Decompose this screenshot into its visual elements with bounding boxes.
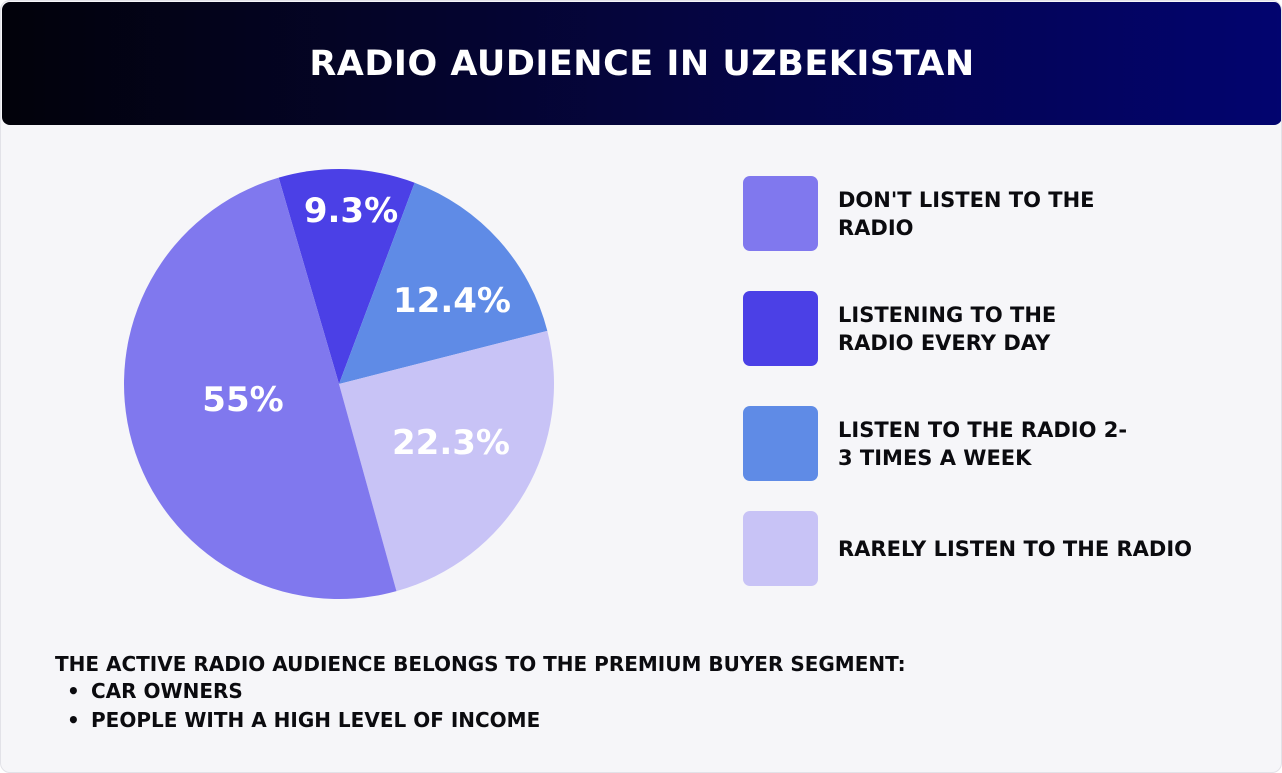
- slice-label-rarely: 22.3%: [392, 423, 510, 463]
- note-item-high-income: PEOPLE WITH A HIGH LEVEL OF INCOME: [67, 706, 906, 735]
- legend-swatch: [743, 176, 818, 251]
- legend-item-weekly: LISTEN TO THE RADIO 2-3 TIMES A WEEK: [743, 406, 1223, 481]
- slice-label-daily: 9.3%: [303, 191, 399, 231]
- legend-label: LISTEN TO THE RADIO 2-3 TIMES A WEEK: [838, 417, 1128, 470]
- legend-label: DON'T LISTEN TO THE RADIO: [838, 187, 1095, 240]
- note-list: CAR OWNERS PEOPLE WITH A HIGH LEVEL OF I…: [55, 677, 906, 735]
- header-banner: RADIO AUDIENCE IN UZBEKISTAN: [2, 2, 1281, 125]
- pie-chart-svg: [124, 169, 554, 599]
- legend-item-daily: LISTENING TO THE RADIO EVERY DAY: [743, 291, 1223, 366]
- slice-label-never: 55%: [202, 380, 284, 420]
- legend-item-never: DON'T LISTEN TO THE RADIO: [743, 176, 1223, 251]
- note-item-car-owners: CAR OWNERS: [67, 677, 906, 706]
- legend-swatch: [743, 511, 818, 586]
- slice-weekly: [339, 182, 548, 384]
- legend-label: RARELY LISTEN TO THE RADIO: [838, 536, 1193, 561]
- legend-label: LISTENING TO THE RADIO EVERY DAY: [838, 302, 1057, 355]
- page-title: RADIO AUDIENCE IN UZBEKISTAN: [309, 43, 975, 84]
- legend-swatch: [743, 406, 818, 481]
- slice-label-weekly: 12.4%: [393, 281, 511, 321]
- pie-chart: 9.3% 12.4% 22.3% 55%: [111, 156, 571, 616]
- legend-swatch: [743, 291, 818, 366]
- slice-daily: [278, 169, 415, 384]
- slice-never: [124, 177, 397, 599]
- audience-note: THE ACTIVE RADIO AUDIENCE BELONGS TO THE…: [55, 651, 906, 735]
- note-title: THE ACTIVE RADIO AUDIENCE BELONGS TO THE…: [55, 652, 906, 676]
- slice-rarely: [339, 330, 554, 592]
- legend-item-rarely: RARELY LISTEN TO THE RADIO: [743, 511, 1223, 586]
